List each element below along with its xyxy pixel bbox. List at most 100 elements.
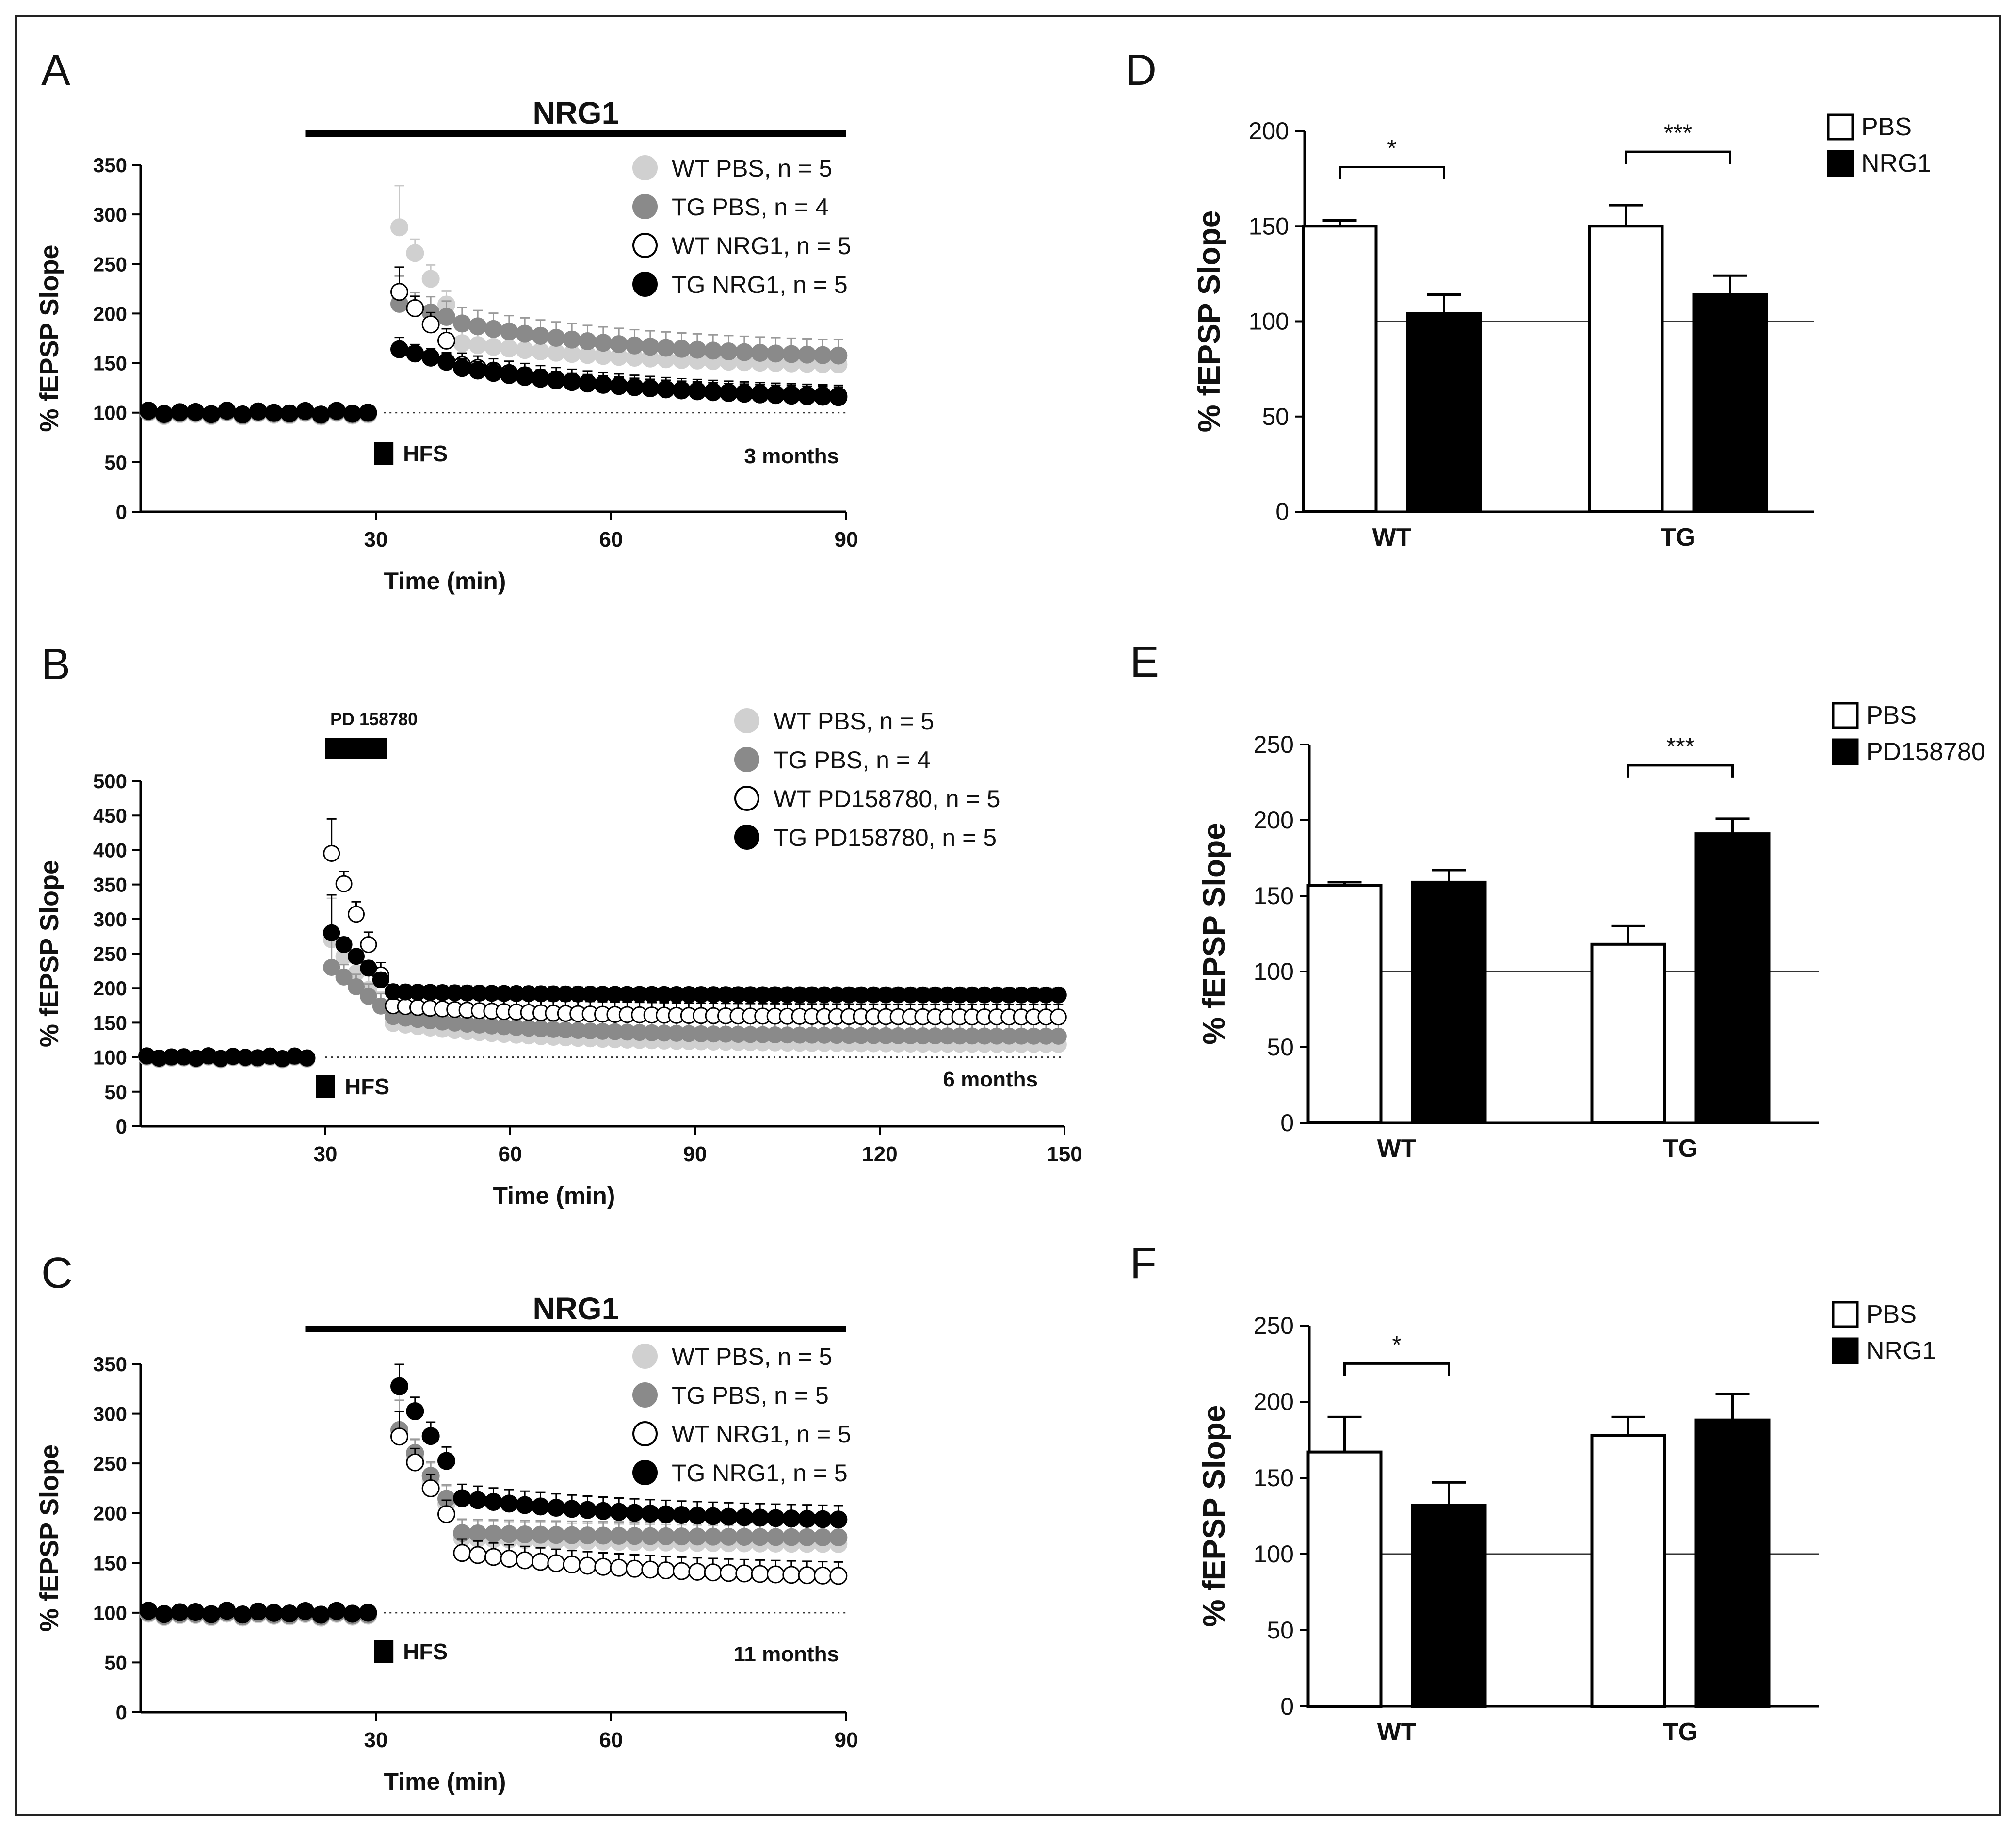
bar-nrg1-wt (1406, 312, 1482, 513)
data-point (348, 948, 365, 965)
data-point (688, 1527, 707, 1546)
panel-E: E 0 50 100 150 200 250 % fEPSP Slope WT TG *** PBS P… (1130, 638, 1985, 1163)
data-point (323, 845, 340, 862)
data-point (406, 299, 424, 317)
legend-label: WT NRG1, n = 5 (672, 1421, 851, 1448)
data-point (390, 1377, 408, 1395)
data-point (657, 339, 675, 357)
category-label: TG (1661, 523, 1695, 551)
data-point (453, 334, 471, 353)
data-point (579, 1556, 597, 1575)
x-tick-label: 120 (862, 1142, 897, 1166)
legend-label: TG PBS, n = 5 (672, 1382, 829, 1409)
data-point (594, 1526, 613, 1545)
x-tick-label: 60 (599, 528, 623, 551)
data-point (829, 1567, 848, 1585)
age-label: 3 months (744, 444, 839, 468)
data-point (782, 1509, 801, 1528)
y-tick-label: 150 (1254, 882, 1294, 909)
data-point (500, 1525, 518, 1543)
data-point (547, 328, 565, 347)
data-point (360, 936, 377, 953)
data-point (1049, 1027, 1067, 1045)
data-point (453, 1544, 471, 1562)
data-point (323, 924, 340, 941)
significance-bracket (1339, 165, 1445, 179)
data-point (735, 1508, 754, 1526)
data-point (155, 1605, 173, 1623)
data-point (437, 1452, 455, 1470)
data-point (829, 1528, 848, 1546)
legend-label: NRG1 (1861, 149, 1931, 178)
data-point (390, 218, 408, 237)
data-point (390, 283, 408, 301)
drug-label: NRG1 (532, 1291, 619, 1326)
y-tick-label: 50 (1262, 403, 1289, 430)
data-point (767, 1528, 785, 1546)
x-tick-label: 90 (835, 1728, 858, 1752)
data-point (296, 1602, 314, 1620)
data-point (348, 978, 365, 995)
legend-label: PBS (1861, 113, 1912, 141)
legend-marker (632, 1344, 658, 1369)
legend-marker (734, 708, 759, 733)
data-point (335, 936, 353, 953)
legend-marker (632, 233, 658, 258)
data-point (406, 344, 424, 363)
data-point (532, 370, 549, 388)
bar-pd158780-tg (1694, 832, 1771, 1124)
data-point (547, 343, 565, 362)
data-point (218, 402, 236, 420)
y-tick-label: 250 (1254, 731, 1294, 758)
data-point (704, 382, 722, 401)
data-point (673, 381, 691, 399)
significance-bracket (1627, 764, 1734, 778)
y-tick-label: 200 (1249, 117, 1289, 145)
panel-C: C NRG1 0 50 100 150 200 250 300 350 30 60 90 Time (mi… (35, 1249, 858, 1795)
data-point (673, 1506, 691, 1524)
data-point (735, 1528, 754, 1546)
data-point (579, 1501, 597, 1519)
data-point (767, 1565, 785, 1584)
category-label: TG (1663, 1134, 1698, 1163)
legend-marker (734, 747, 759, 772)
data-point (453, 1489, 471, 1507)
y-tick-label: 200 (93, 302, 127, 325)
y-tick-label: 300 (93, 203, 127, 226)
bar-pbs-wt (1302, 225, 1378, 513)
significance-label: * (1387, 134, 1396, 162)
data-point (296, 402, 314, 420)
data-point (829, 387, 848, 405)
data-point (532, 1525, 549, 1544)
y-tick-label: 0 (116, 501, 127, 523)
y-tick-label: 50 (104, 451, 127, 474)
data-point (500, 340, 518, 358)
y-tick-label: 250 (93, 942, 127, 965)
y-tick-label: 250 (1254, 1312, 1294, 1339)
data-point (335, 875, 353, 892)
x-tick-label: 90 (683, 1142, 707, 1166)
data-point (1049, 986, 1067, 1004)
data-point (360, 988, 377, 1005)
data-point (500, 366, 518, 384)
x-axis-label: Time (min) (384, 567, 506, 595)
x-axis-label: Time (min) (384, 1768, 506, 1795)
data-point (767, 385, 785, 404)
data-point (202, 405, 220, 423)
data-point (359, 1604, 377, 1622)
data-point (704, 1563, 722, 1582)
data-point (390, 1427, 408, 1446)
panel-B: B PD 158780 0 50 100 150 200 250 300 350 400 450 500… (35, 640, 1082, 1209)
y-tick-label: 250 (93, 1452, 127, 1475)
data-point (532, 1553, 549, 1571)
data-point (155, 405, 173, 423)
data-point (437, 331, 455, 350)
data-point (453, 314, 471, 333)
data-point (547, 1498, 565, 1517)
y-tick-label: 100 (93, 402, 127, 424)
x-tick-label: 60 (599, 1728, 623, 1752)
data-point (688, 1562, 707, 1581)
y-tick-label: 400 (93, 839, 127, 861)
x-tick-label: 90 (835, 528, 858, 551)
data-point (421, 1479, 440, 1497)
